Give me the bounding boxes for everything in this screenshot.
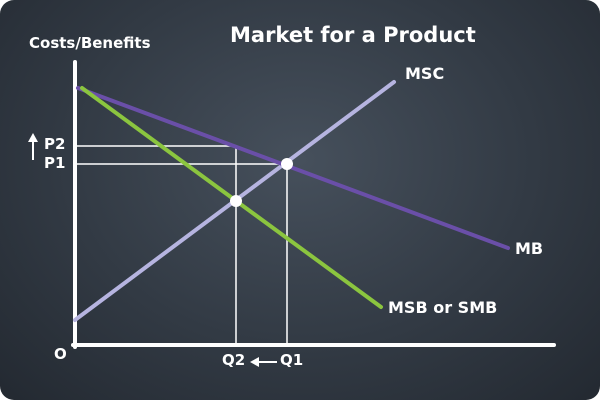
q2-label: Q2 — [222, 351, 246, 369]
equilibrium-point-market — [281, 158, 293, 170]
mb-label: MB — [515, 239, 544, 258]
diagram-title: Market for a Product — [230, 23, 476, 47]
p2-label: P2 — [44, 135, 66, 153]
quantity-left-arrow-icon — [250, 357, 277, 367]
q1-label: Q1 — [280, 351, 304, 369]
origin-label: O — [54, 345, 67, 363]
equilibrium-point-social — [230, 195, 242, 207]
y-axis-label: Costs/Benefits — [29, 34, 151, 52]
price-up-arrow-icon — [28, 133, 38, 160]
msb-label: MSB or SMB — [388, 298, 498, 317]
p1-label: P1 — [44, 154, 66, 172]
mb-curve — [76, 86, 510, 250]
msc-label: MSC — [405, 64, 445, 83]
